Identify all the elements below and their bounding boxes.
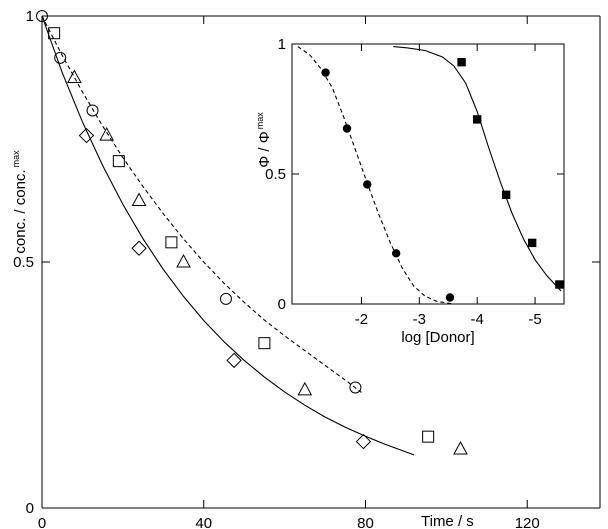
main-point-diamond [132,241,146,255]
main-point-triangle [133,194,146,206]
inset-point-filled-square [555,280,563,288]
inset-point-filled-square [528,239,536,247]
main-x-tick-label: 0 [38,515,46,529]
main-point-square [423,431,434,442]
inset-x-tick-label: -5 [528,311,541,328]
main-point-diamond [356,435,370,449]
main-y-tick-label: 0 [26,500,34,517]
inset-point-filled-circle [392,249,400,257]
inset-point-filled-square [457,58,465,66]
inset-point-filled-square [473,115,481,123]
inset-y-axis-title: Φ / Φmax [255,112,273,168]
inset-y-axis-title-sup: max [255,112,265,130]
main-point-triangle [68,71,81,83]
inset-y-tick-label: 1 [278,36,286,53]
main-x-tick-label: 120 [515,515,540,529]
main-x-tick-label: 40 [195,515,212,529]
main-point-triangle [454,442,467,454]
main-point-square [49,28,60,39]
main-y-tick-label: 0.5 [13,254,34,271]
main-y-axis-title: conc. / conc.max [11,150,29,254]
inset-point-filled-circle [321,68,329,76]
inset-point-filled-circle [446,293,454,301]
inset-point-filled-circle [343,124,351,132]
inset-point-filled-circle [363,180,371,188]
inset-point-filled-square [502,191,510,199]
inset-plot: -2-3-4-5 00.51 log [Donor] Φ / Φmax [255,36,564,346]
main-y-axis-title-sup: max [11,150,21,168]
inset-y-tick-label: 0 [278,296,286,313]
main-point-square [166,237,177,248]
inset-x-tick-label: -3 [413,311,426,328]
inset-x-tick-label: -4 [471,311,484,328]
main-x-axis-title: Time / s [421,513,474,529]
main-point-circle [220,293,231,304]
main-y-axis-title-main: conc. / conc. [12,169,29,253]
main-point-triangle [177,255,190,267]
main-point-triangle [100,128,113,140]
inset-x-axis-title: log [Donor] [401,329,474,346]
main-point-triangle [298,383,311,395]
main-y-tick-label: 1 [26,8,34,25]
main-point-square [259,338,270,349]
inset-background [292,44,564,304]
inset-y-axis-title-main: Φ / Φ [256,131,273,167]
inset-x-tick-label: -2 [355,311,368,328]
main-point-circle [87,105,98,116]
main-x-tick-label: 80 [357,515,374,529]
